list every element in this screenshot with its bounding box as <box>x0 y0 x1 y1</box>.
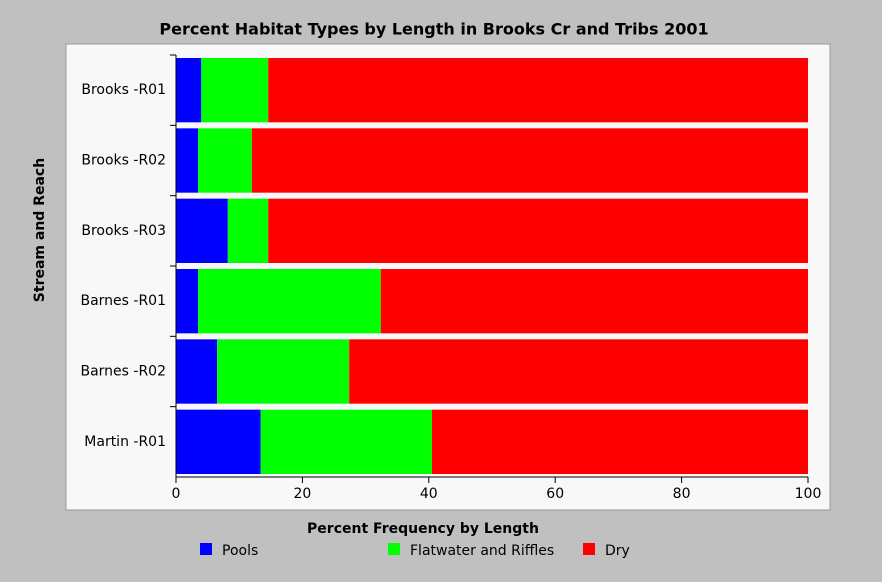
legend-label: Pools <box>222 543 258 559</box>
chart-title: Percent Habitat Types by Length in Brook… <box>159 20 708 39</box>
bar-segment <box>176 269 199 334</box>
bar-segment <box>176 409 261 474</box>
legend-label: Dry <box>605 543 630 559</box>
bar-segment <box>176 58 202 123</box>
bar-segment <box>380 269 808 334</box>
bar-segment <box>217 339 350 404</box>
bar-segment <box>176 198 228 263</box>
bar-segment <box>431 409 808 474</box>
x-tick-label: 60 <box>546 486 564 502</box>
legend-swatch <box>388 543 400 555</box>
bar-segment <box>251 128 809 193</box>
bar-segment <box>349 339 808 404</box>
legend-swatch <box>583 543 595 555</box>
x-tick-label: 20 <box>293 486 311 502</box>
bar-segment <box>268 198 809 263</box>
bar-segment <box>198 128 252 193</box>
bar-segment <box>176 128 199 193</box>
y-tick-label: Martin -R01 <box>84 434 166 450</box>
x-tick-label: 40 <box>420 486 438 502</box>
y-tick-label: Brooks -R03 <box>81 223 166 239</box>
y-tick-label: Barnes -R01 <box>80 293 166 309</box>
x-tick-label: 100 <box>795 486 822 502</box>
bar-segment <box>227 198 269 263</box>
y-tick-label: Barnes -R02 <box>80 364 166 380</box>
bar-segment <box>176 339 218 404</box>
x-axis-label: Percent Frequency by Length <box>307 521 539 537</box>
bar-segment <box>201 58 269 123</box>
y-tick-label: Brooks -R02 <box>81 153 166 169</box>
x-tick-label: 0 <box>172 486 181 502</box>
y-tick-label: Brooks -R01 <box>81 82 166 98</box>
y-axis-label: Stream and Reach <box>32 158 48 302</box>
x-tick-label: 80 <box>673 486 691 502</box>
bar-segment <box>198 269 381 334</box>
legend-swatch <box>200 543 212 555</box>
bar-segment <box>268 58 809 123</box>
bar-segment <box>260 409 432 474</box>
legend-label: Flatwater and Riffles <box>410 543 554 559</box>
